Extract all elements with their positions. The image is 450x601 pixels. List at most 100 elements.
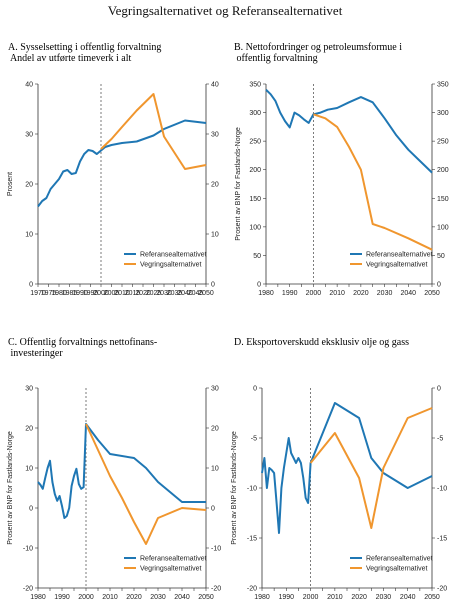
x-tick-label: 2035 — [167, 290, 183, 297]
y-tick-label-right: 20 — [211, 426, 219, 433]
panel-title: A. Sysselsetting i offentlig forvaltning… — [8, 42, 161, 64]
y-tick-label-left: -15 — [247, 536, 257, 543]
y-tick-label-right: 20 — [211, 182, 219, 189]
y-tick-label-left: -20 — [23, 586, 33, 593]
x-tick-label: 2010 — [102, 594, 118, 601]
y-tick-label-left: 0 — [29, 282, 33, 289]
series-line-vegring — [100, 93, 207, 170]
y-tick-label-right: 250 — [437, 139, 449, 146]
panel-title-line: C. Offentlig forvaltnings nettofinans- — [8, 337, 157, 348]
x-tick-label: 2000 — [78, 594, 94, 601]
panel-title: D. Eksportoverskudd eksklusiv olje og ga… — [234, 337, 409, 348]
panel-title-line: B. Nettofordringer og petroleumsformue i — [234, 42, 402, 53]
x-tick-label: 2015 — [125, 290, 141, 297]
panel-title-line: Andel av utførte timeverk i alt — [8, 53, 132, 64]
y-tick-label-right: -20 — [437, 586, 447, 593]
y-tick-label-right: 50 — [437, 253, 445, 260]
x-tick-label: 2040 — [174, 594, 190, 601]
x-tick-label: 2040 — [400, 594, 416, 601]
y-axis-label: Prosent av BNP for Fastlands-Norge — [231, 431, 238, 545]
series-line-referanse — [261, 402, 433, 534]
legend-label-referanse: Referansealternativet — [366, 556, 433, 563]
series-line-vegring — [85, 423, 207, 545]
x-tick-label: 2010 — [114, 290, 130, 297]
x-tick-label: 1970 — [30, 290, 46, 297]
y-tick-label-right: -10 — [437, 486, 447, 493]
y-tick-label-left: 350 — [249, 82, 261, 89]
legend-label-vegring: Vegringsalternativet — [366, 262, 428, 269]
y-tick-label-left: 100 — [249, 224, 261, 231]
y-tick-label-left: -10 — [23, 546, 33, 553]
y-tick-label-right: 40 — [211, 82, 219, 89]
series-line-referanse — [37, 423, 206, 519]
y-tick-label-right: -15 — [437, 536, 447, 543]
x-tick-label: 2005 — [104, 290, 120, 297]
x-tick-label: 2010 — [327, 594, 343, 601]
x-tick-label: 2010 — [329, 290, 345, 297]
x-tick-label: 1980 — [51, 290, 67, 297]
y-tick-label-left: -20 — [247, 586, 257, 593]
series-line-referanse — [37, 119, 207, 208]
x-tick-label: 2040 — [400, 290, 416, 297]
panel-title-line: A. Sysselsetting i offentlig forvaltning — [8, 42, 161, 53]
y-tick-label-left: 20 — [25, 426, 33, 433]
y-tick-label-right: 0 — [437, 386, 441, 393]
y-tick-label-left: 20 — [25, 182, 33, 189]
panel-title: B. Nettofordringer og petroleumsformue i… — [234, 42, 402, 64]
y-tick-label-right: 0 — [211, 282, 215, 289]
x-tick-label: 1980 — [254, 594, 270, 601]
y-tick-label-left: 0 — [29, 506, 33, 513]
x-tick-label: 2030 — [150, 594, 166, 601]
x-tick-label: 1980 — [30, 594, 46, 601]
x-tick-label: 2050 — [198, 290, 214, 297]
y-tick-label-left: -10 — [247, 486, 257, 493]
x-tick-label: 1990 — [72, 290, 88, 297]
y-tick-label-left: 150 — [249, 196, 261, 203]
y-tick-label-right: 0 — [437, 282, 441, 289]
y-axis-label: Prosent av BNP for Fastlands-Norge — [7, 431, 14, 545]
legend-label-referanse: Referansealternativet — [366, 252, 433, 259]
legend-label-referanse: Referansealternativet — [140, 556, 207, 563]
x-tick-label: 2020 — [126, 594, 142, 601]
legend-label-vegring: Vegringsalternativet — [366, 566, 428, 573]
y-tick-label-left: 0 — [253, 386, 257, 393]
y-tick-label-left: 250 — [249, 139, 261, 146]
x-tick-label: 2020 — [351, 594, 367, 601]
x-tick-label: 2050 — [424, 594, 440, 601]
y-tick-label-right: -5 — [437, 436, 443, 443]
panel-a: A. Sysselsetting i offentlig forvaltning… — [7, 42, 219, 297]
series-line-vegring — [313, 113, 433, 251]
x-tick-label: 1990 — [278, 594, 294, 601]
y-tick-label-left: 0 — [257, 282, 261, 289]
x-tick-label: 2050 — [198, 594, 214, 601]
x-tick-label: 1990 — [54, 594, 70, 601]
y-tick-label-left: 30 — [25, 132, 33, 139]
series-line-referanse — [265, 88, 433, 174]
legend-label-vegring: Vegringsalternativet — [140, 262, 202, 269]
panel-title-line: D. Eksportoverskudd eksklusiv olje og ga… — [234, 337, 409, 348]
y-tick-label-right: 150 — [437, 196, 449, 203]
panel-b: B. Nettofordringer og petroleumsformue i… — [234, 42, 449, 297]
x-tick-label: 2000 — [93, 290, 109, 297]
y-tick-label-right: 10 — [211, 466, 219, 473]
x-tick-label: 1985 — [62, 290, 78, 297]
y-tick-label-right: -20 — [211, 586, 221, 593]
y-tick-label-left: -5 — [251, 436, 257, 443]
series-line-vegring — [309, 407, 433, 529]
x-tick-label: 1995 — [83, 290, 99, 297]
y-tick-label-right: 10 — [211, 232, 219, 239]
y-tick-label-right: 30 — [211, 386, 219, 393]
y-tick-label-right: 350 — [437, 82, 449, 89]
panel-d: D. Eksportoverskudd eksklusiv olje og ga… — [231, 337, 447, 601]
y-tick-label-right: -10 — [211, 546, 221, 553]
y-tick-label-right: 30 — [211, 132, 219, 139]
x-tick-label: 2040 — [177, 290, 193, 297]
panel-c: C. Offentlig forvaltnings nettofinans- i… — [7, 337, 221, 601]
y-tick-label-left: 200 — [249, 167, 261, 174]
x-tick-label: 2030 — [377, 290, 393, 297]
panel-title: C. Offentlig forvaltnings nettofinans- i… — [8, 337, 157, 359]
y-tick-label-left: 10 — [25, 466, 33, 473]
legend-label-referanse: Referansealternativet — [140, 252, 207, 259]
x-tick-label: 2030 — [156, 290, 172, 297]
